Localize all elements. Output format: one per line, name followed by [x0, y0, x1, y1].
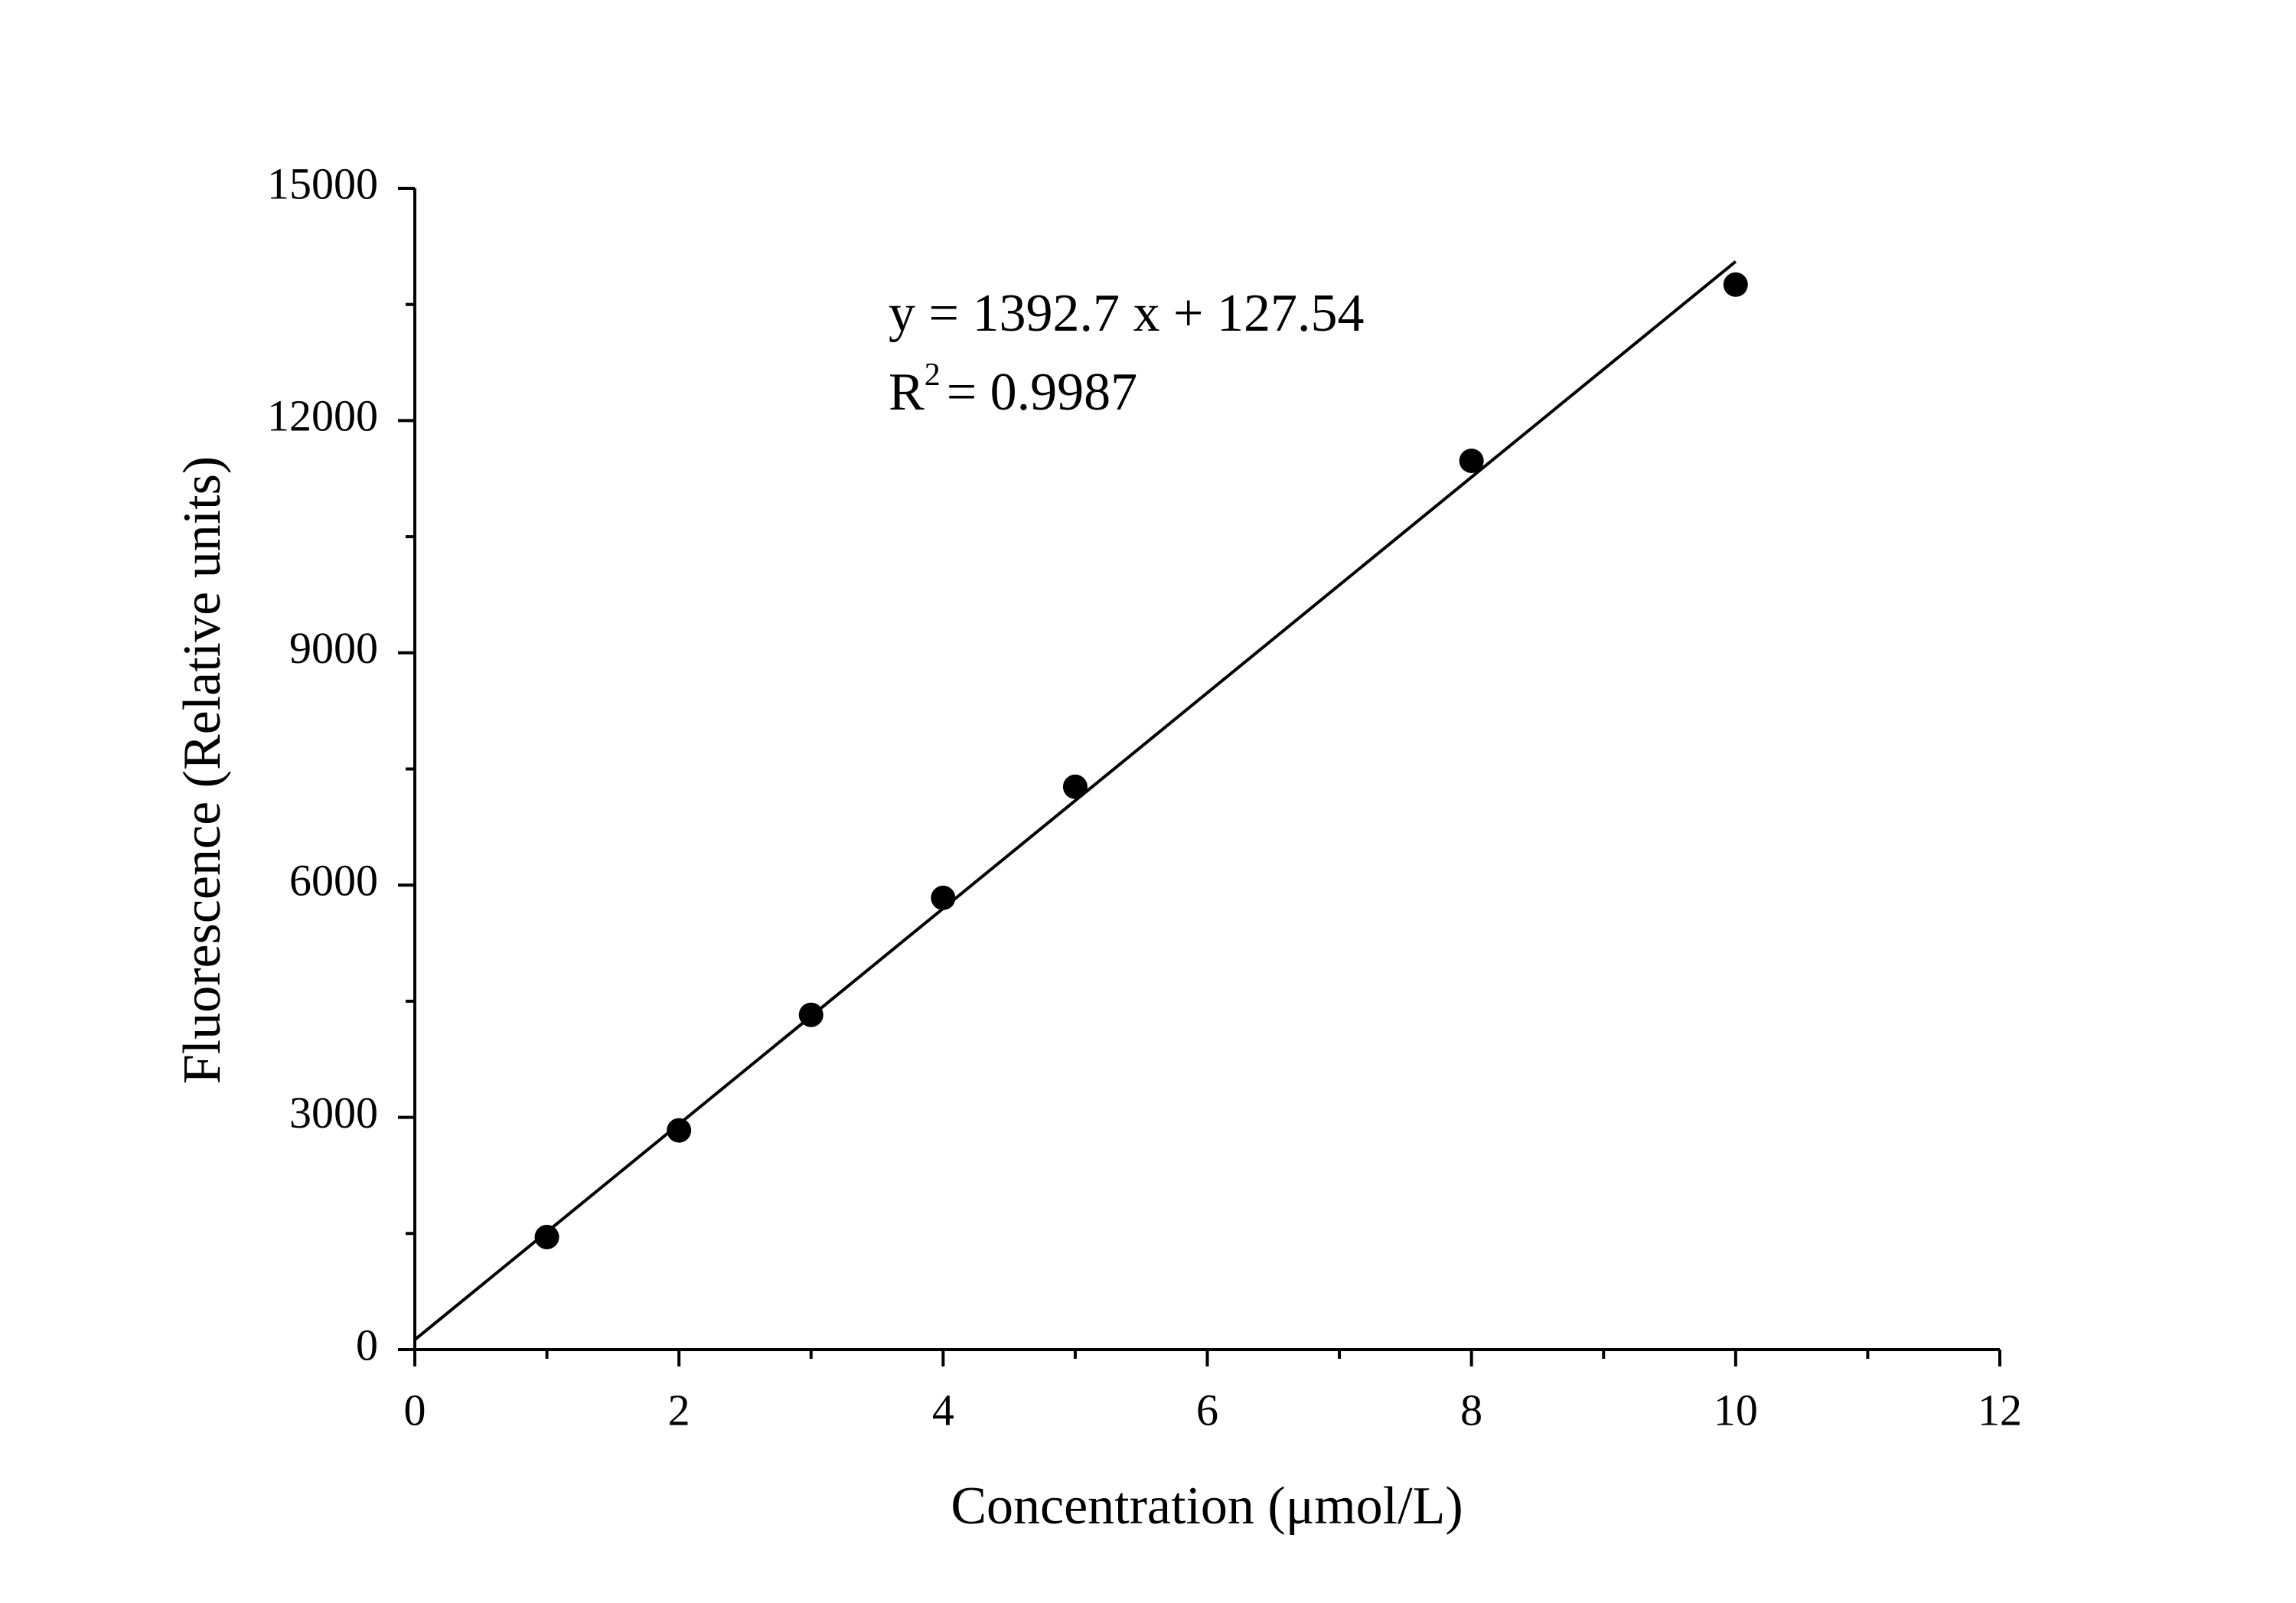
- r-squared: R2 = 0.9987: [889, 357, 1137, 422]
- equation: y = 1392.7 x + 127.54: [889, 284, 1364, 343]
- x-tick-label: 8: [1460, 1385, 1482, 1435]
- y-tick-label: 3000: [289, 1088, 378, 1138]
- fit-line: [413, 260, 1737, 1341]
- data-point: [1723, 272, 1748, 297]
- data-point: [667, 1118, 692, 1143]
- x-tick-label: 6: [1196, 1385, 1218, 1435]
- r-squared-value: = 0.9987: [947, 363, 1137, 422]
- data-point: [534, 1224, 559, 1249]
- x-axis-title: Concentration (μmol/L): [951, 1477, 1463, 1536]
- x-tick-label: 4: [932, 1385, 954, 1435]
- y-axis-title: Fluorescence (Relative units): [173, 456, 232, 1084]
- y-tick-label: 6000: [289, 856, 378, 906]
- x-tick-label: 2: [668, 1385, 690, 1435]
- data-point: [931, 885, 956, 910]
- x-tick-label: 0: [404, 1385, 426, 1435]
- x-tick-label: 10: [1714, 1385, 1758, 1435]
- y-tick-label: 0: [356, 1320, 378, 1370]
- y-tick-label: 12000: [267, 391, 378, 441]
- data-point: [1062, 774, 1088, 799]
- data-point: [1459, 448, 1484, 473]
- y-tick-label: 9000: [289, 623, 378, 673]
- y-tick-label: 15000: [267, 158, 378, 208]
- x-tick-label: 12: [1978, 1385, 2022, 1435]
- r-squared-base: R: [889, 363, 925, 422]
- r-squared-sup: 2: [925, 357, 941, 393]
- data-point: [798, 1002, 823, 1027]
